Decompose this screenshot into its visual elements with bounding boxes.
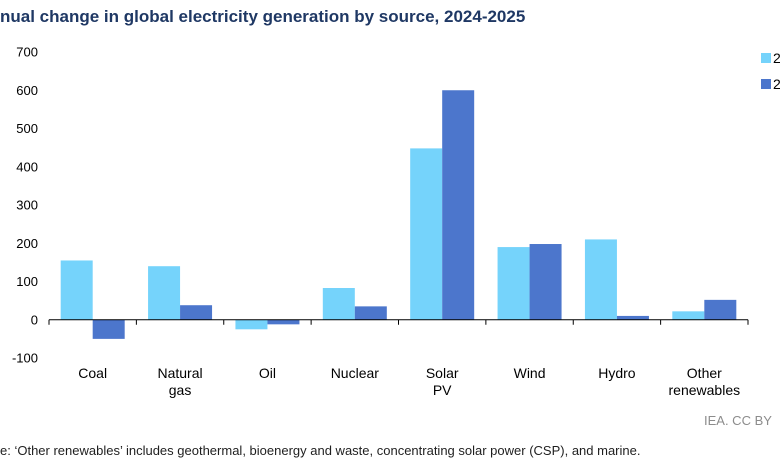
legend-label-2: 2: [773, 76, 780, 92]
bar-series-1-7: [672, 311, 705, 320]
bar-series-1-4: [410, 148, 443, 320]
bar-series-2-0: [92, 319, 125, 339]
source-credit: IEA. CC BY: [704, 413, 772, 428]
bar-series-1-2: [235, 319, 268, 330]
x-category-label: Coal: [78, 365, 107, 381]
bar-series-2-4: [442, 90, 475, 320]
bar-chart: -100 0 100 200 300 400 500 600 700 Coal Naturalga…: [12, 45, 780, 399]
y-tick-label: -100: [12, 351, 38, 366]
bar-series-1-0: [60, 260, 93, 320]
x-category-label: Natural: [157, 365, 202, 381]
y-axis: -100 0 100 200 300 400 500 600 700: [12, 45, 38, 366]
x-category-label: gas: [169, 382, 192, 398]
chart-title: nual change in global electricity genera…: [0, 7, 526, 26]
bar-series-1-1: [148, 266, 181, 320]
bar-series-1-6: [584, 239, 617, 320]
legend-swatch-1: [761, 53, 771, 63]
bar-series-2-1: [180, 305, 213, 320]
legend-label-1: 2: [773, 50, 780, 66]
y-tick-label: 400: [16, 159, 38, 174]
x-category-label: PV: [433, 382, 452, 398]
y-tick-label: 700: [16, 45, 38, 60]
bar-series-2-6: [616, 315, 649, 320]
x-category-label: Solar: [426, 365, 459, 381]
y-tick-label: 200: [16, 236, 38, 251]
bars: [60, 90, 737, 339]
bar-series-2-2: [267, 319, 300, 325]
legend-swatch-2: [761, 79, 771, 89]
x-category-label: renewables: [669, 382, 741, 398]
y-tick-label: 0: [31, 312, 38, 327]
x-category-label: Nuclear: [331, 365, 380, 381]
y-tick-label: 600: [16, 83, 38, 98]
x-category-label: Wind: [514, 365, 546, 381]
y-tick-label: 500: [16, 121, 38, 136]
x-category-label: Hydro: [598, 365, 636, 381]
bar-series-2-5: [529, 244, 562, 320]
bar-series-1-5: [497, 247, 530, 320]
x-category-label: Other: [687, 365, 722, 381]
footnote: e: ‘Other renewables’ includes geotherma…: [0, 443, 641, 458]
y-tick-label: 300: [16, 198, 38, 213]
bar-series-1-3: [322, 288, 355, 320]
bar-series-2-3: [354, 306, 387, 320]
bar-series-2-7: [704, 299, 737, 320]
y-tick-label: 100: [16, 274, 38, 289]
x-category-label: Oil: [259, 365, 276, 381]
legend: 22: [761, 50, 780, 92]
